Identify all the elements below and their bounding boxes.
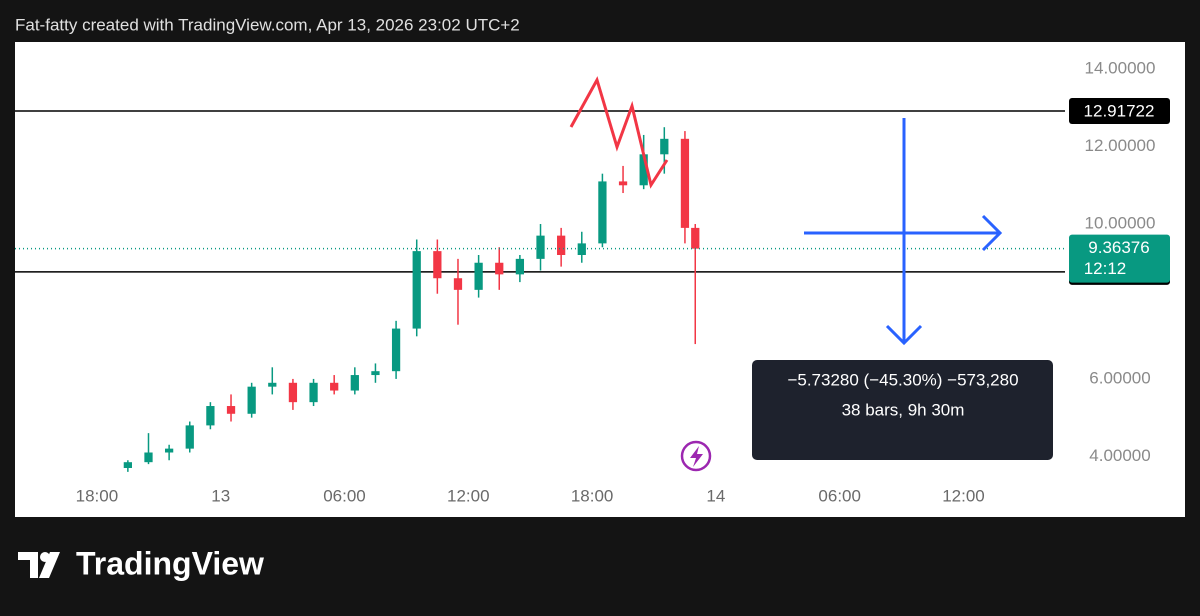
candle-body (391, 328, 401, 372)
candle-body (268, 382, 277, 387)
alert-icon[interactable] (680, 440, 712, 472)
candle-body (598, 181, 607, 244)
x-tick-label: 12:00 (447, 486, 490, 505)
candle-body (288, 382, 298, 403)
candle-body (557, 235, 566, 255)
current-price-box (1069, 234, 1170, 283)
countdown-label: 12:12 (1084, 259, 1127, 278)
y-tick-label: 12.00000 (1085, 136, 1156, 155)
candle-body (536, 235, 545, 259)
candle-body (660, 138, 669, 155)
candle-body (577, 243, 586, 255)
candle-body (680, 138, 690, 228)
y-tick-label: 4.00000 (1089, 446, 1150, 465)
current-price-label: 9.36376 (1088, 238, 1149, 257)
plot: 4.00000 6.00000 10.00000 12.00000 14.00000 18… (15, 59, 1170, 505)
candle-body (495, 262, 504, 275)
candle-body (185, 425, 194, 449)
candle-body (433, 251, 442, 279)
x-tick-label: 18:00 (76, 486, 119, 505)
candle-body (453, 278, 463, 290)
price-label-box (1069, 98, 1170, 125)
candle-body (330, 382, 339, 391)
y-tick-label: 14.00000 (1085, 59, 1156, 78)
measure-box (752, 360, 1053, 460)
arrow-drawings (804, 118, 1003, 346)
candle-body (474, 262, 483, 290)
y-tick-label: 6.00000 (1089, 368, 1150, 387)
logo (18, 552, 60, 578)
candle-body (144, 452, 153, 463)
candle-body (515, 258, 525, 275)
candle-body (371, 371, 380, 376)
candle-body (618, 181, 628, 186)
measure-span: 38 bars, 9h 30m (842, 400, 965, 419)
brand: TradingView (76, 545, 264, 581)
x-tick-label: 18:00 (571, 486, 614, 505)
attribution: Fat-fatty created with TradingView.com, … (15, 15, 520, 34)
measure-change: −5.73280 (−45.30%) −573,280 (787, 370, 1018, 389)
x-tick-label: 06:00 (323, 486, 366, 505)
candle-body (165, 448, 174, 453)
x-tick-label: 14 (706, 486, 725, 505)
candle-body (412, 251, 421, 329)
candle-body (691, 227, 700, 249)
zigzag-drawing (569, 76, 669, 189)
candle-body (226, 406, 236, 414)
x-tick-label: 06:00 (818, 486, 861, 505)
price-label: 12.91722 (1084, 102, 1155, 121)
candle-body (309, 382, 318, 403)
y-tick-label: 10.00000 (1085, 214, 1156, 233)
candle-body (350, 375, 359, 391)
candle-body (123, 462, 132, 468)
x-tick-label: 13 (211, 486, 230, 505)
x-tick-label: 12:00 (942, 486, 985, 505)
candle-body (206, 406, 215, 426)
bolt (690, 446, 703, 467)
candle-body (639, 154, 648, 186)
candle-body (247, 386, 256, 414)
